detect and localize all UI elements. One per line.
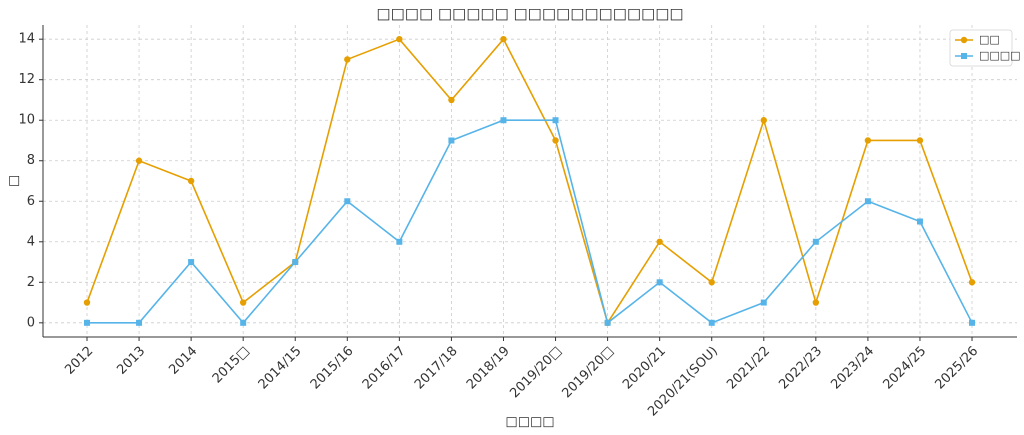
point [960, 36, 968, 44]
x-axis-label: □□□□ [505, 415, 554, 430]
point [961, 53, 967, 59]
x-tick-label: 2025/26 [933, 344, 982, 393]
point [83, 299, 91, 306]
y-tick-label: 6 [27, 194, 35, 209]
point [708, 279, 715, 286]
point [916, 218, 923, 225]
x-tick-label: 2015□ [210, 344, 253, 387]
point [344, 56, 351, 63]
series-line [86, 37, 973, 325]
point [812, 238, 819, 245]
point [604, 319, 611, 326]
point [500, 35, 507, 43]
x-tick-label: 2022/23 [776, 344, 825, 393]
y-tick-label: 10 [18, 113, 35, 128]
point [916, 137, 924, 144]
point [448, 137, 455, 144]
chart-title: □□□□ □□□□□ □□□□□□□□□□□□ [376, 5, 683, 23]
x-tick-label: 2021/22 [724, 344, 773, 393]
point [656, 238, 663, 245]
point [187, 177, 195, 185]
series-line [87, 119, 973, 325]
point [552, 137, 559, 144]
x-tick-label: 2024/25 [880, 344, 929, 393]
legend-label: □□ [979, 33, 1000, 46]
point [969, 319, 976, 326]
point [500, 117, 507, 124]
point [188, 259, 195, 266]
x-tick-label: 2019/20□ [559, 344, 616, 401]
point [396, 238, 403, 245]
y-axis-label: □ [7, 175, 22, 187]
y-tick-label: 8 [27, 153, 35, 168]
y-tick-label: 2 [27, 275, 35, 290]
x-tick-label: 2014/15 [256, 344, 305, 393]
point [864, 198, 871, 205]
x-tick-label: 2012 [62, 344, 96, 378]
point [292, 259, 299, 266]
x-tick-label: 2017/18 [412, 344, 461, 393]
point [84, 319, 90, 326]
point [864, 137, 872, 144]
x-tick-label: 2019/20□ [507, 344, 564, 401]
point [552, 117, 559, 124]
point [760, 299, 767, 306]
y-tick-label: 14 [18, 32, 35, 47]
x-tick-label: 2018/19 [464, 344, 513, 393]
x-tick-label: 2014 [166, 344, 200, 378]
point [968, 279, 976, 286]
point [656, 279, 663, 286]
y-tick-label: 0 [27, 315, 35, 330]
y-tick-label: 4 [27, 234, 35, 249]
x-tick-label: 2023/24 [828, 344, 877, 393]
x-tick-label: 2015/16 [308, 344, 357, 393]
point [812, 299, 820, 306]
point [760, 117, 767, 124]
x-tick-label: 2016/17 [360, 344, 409, 393]
point [344, 198, 351, 205]
legend-label: □□□□ [979, 49, 1021, 62]
point [240, 319, 247, 326]
point [396, 35, 403, 43]
x-tick-label: 2020/21 [620, 344, 669, 393]
point [239, 299, 247, 306]
point [448, 96, 455, 104]
y-tick-label: 12 [18, 72, 35, 87]
x-tick-label: 2013 [114, 344, 148, 378]
point [135, 157, 143, 164]
point [136, 319, 143, 326]
point [708, 319, 715, 326]
